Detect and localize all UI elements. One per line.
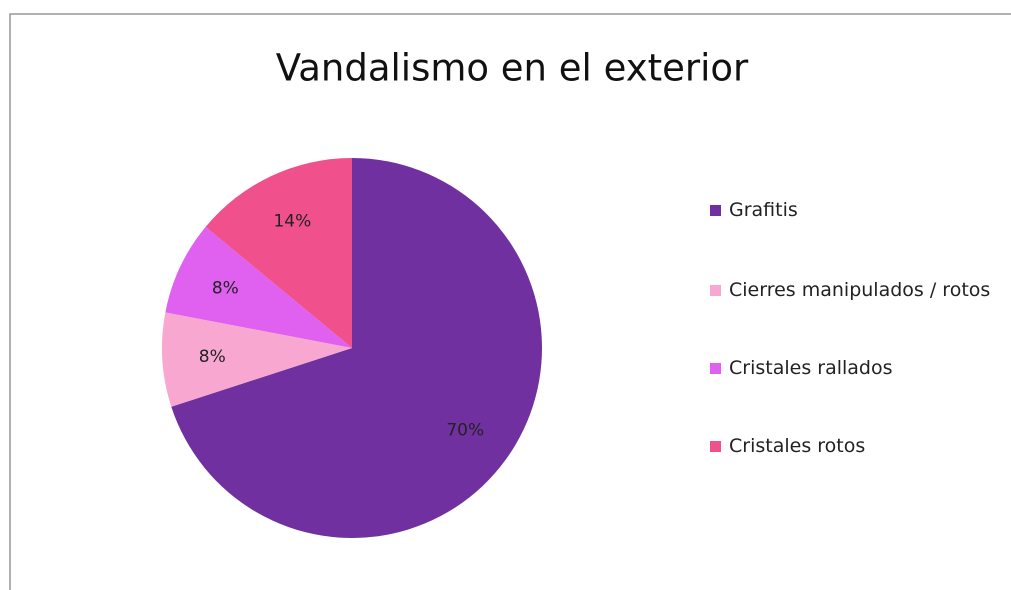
pie: 70% 8% 8% 14%	[161, 158, 542, 538]
legend-item: Grafitis	[710, 196, 999, 224]
data-label: 8%	[199, 347, 226, 367]
legend-swatch	[710, 205, 721, 216]
legend-item: Cierres manipulados / rotos	[710, 276, 999, 304]
legend-swatch	[710, 363, 721, 374]
data-label: 70%	[446, 420, 484, 440]
legend-label: Grafitis	[729, 199, 798, 221]
legend-item: Cristales rallados	[710, 354, 999, 382]
legend-swatch	[710, 441, 721, 452]
pie-slice	[165, 226, 352, 348]
pie-slice	[205, 158, 352, 348]
chart-title: Vandalismo en el exterior	[276, 47, 749, 90]
chart-frame	[9, 13, 1011, 590]
data-label: 14%	[273, 211, 311, 231]
legend-label: Cristales rallados	[729, 357, 893, 379]
legend-swatch	[710, 285, 721, 296]
legend-item: Cristales rotos	[710, 432, 999, 460]
legend-label: Cristales rotos	[729, 435, 866, 457]
pie-slice	[161, 312, 352, 407]
data-label: 8%	[212, 278, 239, 298]
pie-slice	[171, 158, 542, 538]
legend-label: Cierres manipulados / rotos	[729, 279, 991, 301]
